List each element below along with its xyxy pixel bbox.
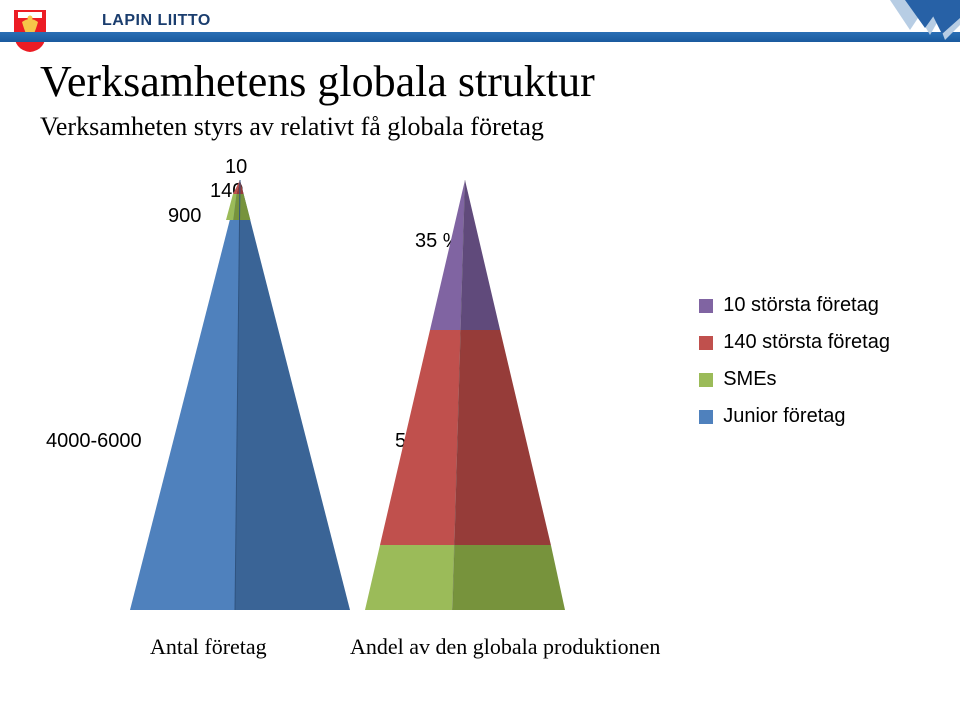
legend-swatch: [699, 336, 713, 350]
legend-swatch: [699, 299, 713, 313]
legend: 10 största företag 140 största företag S…: [699, 280, 890, 442]
axis-label-1: Antal företag: [150, 634, 267, 660]
legend-label: 140 största företag: [723, 331, 890, 354]
pyramid-company-count: [130, 180, 350, 610]
page-subtitle: Verksamheten styrs av relativt få global…: [40, 112, 544, 142]
pyramid-production-share: [365, 180, 565, 610]
corner-decoration-icon: [850, 0, 960, 50]
axis-label-2: Andel av den globala produktionen: [350, 634, 660, 660]
legend-swatch: [699, 410, 713, 424]
page-title: Verksamhetens globala struktur: [40, 56, 595, 107]
brand-logo-icon: [12, 8, 48, 52]
legend-label: Junior företag: [723, 405, 845, 428]
legend-item: SMEs: [699, 368, 890, 391]
legend-label: 10 största företag: [723, 294, 879, 317]
legend-swatch: [699, 373, 713, 387]
legend-label: SMEs: [723, 368, 776, 391]
legend-item: 10 största företag: [699, 294, 890, 317]
p1-label-3: 4000-6000: [46, 430, 142, 453]
legend-item: Junior företag: [699, 405, 890, 428]
p1-label-0: 10: [225, 156, 247, 179]
brand-text: LAPIN LIITTO: [102, 12, 211, 30]
header-bar: [0, 32, 960, 42]
chart-area: 10 140 900 4000-6000 35 % 50 % 15 %: [0, 150, 960, 670]
legend-item: 140 största företag: [699, 331, 890, 354]
